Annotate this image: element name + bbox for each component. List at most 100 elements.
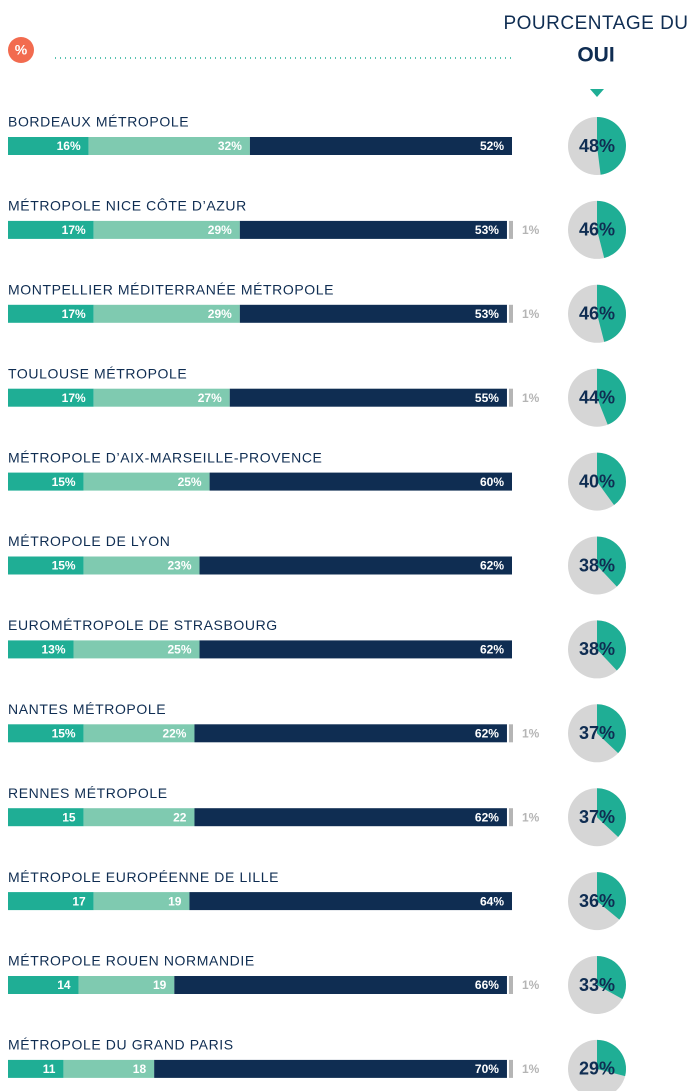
pie-slice — [597, 620, 626, 671]
category-label: MÉTROPOLE ROUEN NORMANDIE — [8, 953, 255, 969]
category-label: EUROMÉTROPOLE DE STRASBOURG — [8, 617, 278, 633]
value-label: 25% — [178, 475, 202, 489]
pie-slice — [597, 1039, 626, 1077]
value-label: 55% — [475, 391, 499, 405]
value-label: 15% — [52, 726, 76, 740]
pie-label: 37% — [579, 723, 615, 743]
value-label: 17 — [72, 894, 86, 908]
value-label: 15% — [52, 475, 76, 489]
pie-label: 46% — [579, 304, 615, 324]
pie-label: 38% — [579, 555, 615, 575]
bar-segment — [83, 472, 210, 491]
bar-segment — [8, 1059, 64, 1078]
category-label: RENNES MÉTROPOLE — [8, 785, 168, 801]
category-label: BORDEAUX MÉTROPOLE — [8, 114, 189, 130]
value-label: 52% — [480, 139, 504, 153]
category-label: MÉTROPOLE NICE CÔTE D’AZUR — [8, 198, 247, 214]
bar-segment — [239, 304, 507, 323]
value-label: 15 — [62, 810, 76, 824]
bar-segment — [508, 724, 513, 743]
value-label: 32% — [218, 139, 242, 153]
badge-label: % — [15, 42, 28, 58]
bar-segment — [508, 1059, 513, 1078]
value-label: 70% — [475, 1062, 499, 1076]
bar-segment — [508, 388, 513, 407]
value-label: 1% — [522, 391, 540, 405]
value-label: 62% — [480, 559, 504, 573]
pie-slice — [597, 536, 626, 587]
bar-segment — [508, 976, 513, 994]
pie-slice — [597, 284, 627, 342]
bar-segment — [194, 808, 507, 827]
bar-segment — [154, 1059, 507, 1078]
bar-segment — [83, 808, 195, 827]
category-label: MÉTROPOLE DE LYON — [8, 533, 170, 549]
pie-label: 36% — [579, 891, 615, 911]
value-label: 1% — [522, 223, 540, 237]
pie-subtitle: OUI — [577, 44, 614, 67]
pie-slice — [597, 117, 626, 175]
bar-segment — [229, 388, 507, 407]
value-label: 17% — [62, 391, 86, 405]
bar-segment — [83, 724, 195, 743]
bar-segment — [209, 472, 512, 491]
category-label: MÉTROPOLE D’AIX-MARSEILLE-PROVENCE — [8, 449, 322, 465]
category-label: TOULOUSE MÉTROPOLE — [8, 365, 187, 381]
bar-segment — [8, 808, 84, 827]
value-label: 62% — [475, 726, 499, 740]
value-label: 15% — [52, 559, 76, 573]
pie-label: 40% — [579, 471, 615, 491]
bar-segment — [8, 556, 84, 575]
value-label: 29% — [208, 223, 232, 237]
value-label: 60% — [480, 475, 504, 489]
pie-slice — [597, 200, 627, 258]
bar-segment — [8, 304, 94, 323]
value-label: 23% — [167, 559, 191, 573]
bar-segment — [239, 220, 507, 239]
value-label: 62% — [480, 643, 504, 657]
pie-slice — [597, 452, 626, 506]
pie-label: 29% — [579, 1059, 615, 1079]
category-label: NANTES MÉTROPOLE — [8, 701, 166, 717]
category-label: MONTPELLIER MÉDITERRANÉE MÉTROPOLE — [8, 282, 334, 298]
value-label: 29% — [208, 307, 232, 321]
value-label: 19 — [168, 894, 182, 908]
value-label: 27% — [198, 391, 222, 405]
bar-segment — [8, 724, 84, 743]
pie-label: 46% — [579, 220, 615, 240]
category-label: MÉTROPOLE DU GRAND PARIS — [8, 1037, 234, 1053]
bar-segment — [73, 640, 200, 659]
value-label: 53% — [475, 307, 499, 321]
bar-segment — [189, 892, 512, 911]
bar-segment — [8, 472, 84, 491]
pie-label: 44% — [579, 387, 615, 407]
value-label: 18 — [133, 1062, 147, 1076]
bar-segment — [8, 388, 94, 407]
bar-segment — [8, 976, 79, 994]
bar-segment — [8, 892, 94, 911]
value-label: 14 — [57, 978, 71, 992]
bar-segment — [199, 640, 512, 659]
value-label: 16% — [57, 139, 81, 153]
bar-segment — [78, 976, 175, 994]
value-label: 1% — [522, 1062, 540, 1076]
bar-segment — [93, 892, 190, 911]
value-label: 62% — [475, 810, 499, 824]
pie-label: 37% — [579, 807, 615, 827]
pie-title: POURCENTAGE DU — [503, 13, 688, 34]
bar-segment — [508, 808, 513, 827]
value-label: 22 — [173, 810, 187, 824]
bar-segment — [508, 304, 513, 323]
bar-segment — [199, 556, 512, 575]
bar-segment — [88, 137, 250, 155]
value-label: 1% — [522, 810, 540, 824]
bar-segment — [508, 220, 513, 239]
value-label: 66% — [475, 978, 499, 992]
bar-segment — [8, 640, 74, 659]
value-label: 17% — [62, 223, 86, 237]
category-label: MÉTROPOLE EUROPÉENNE DE LILLE — [8, 869, 279, 885]
bar-segment — [63, 1059, 155, 1078]
value-label: 53% — [475, 223, 499, 237]
value-label: 13% — [41, 643, 65, 657]
